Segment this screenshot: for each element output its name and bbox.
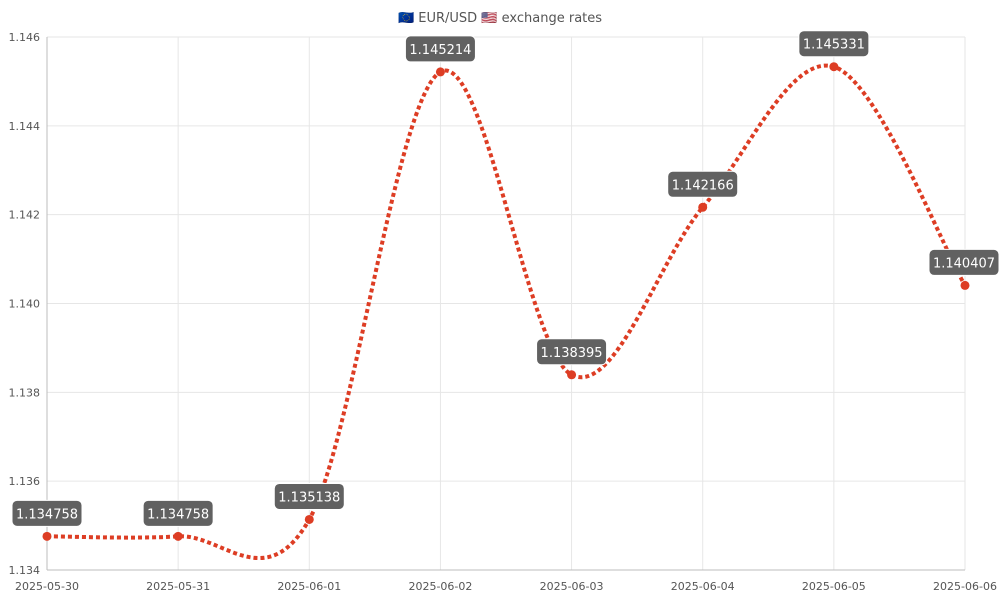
y-tick-label: 1.140	[9, 298, 41, 311]
data-point[interactable]	[42, 531, 52, 541]
data-point[interactable]	[173, 531, 183, 541]
data-label: 1.138395	[536, 338, 608, 366]
y-tick-label: 1.142	[9, 209, 41, 222]
data-label-box	[142, 499, 214, 527]
data-label: 1.134758	[142, 499, 214, 527]
data-label-box	[11, 499, 83, 527]
series-line	[46, 63, 967, 561]
data-labels-layer: 1.134758 1.134758 1.135138 1.145214 1.138395…	[11, 30, 1000, 527]
data-label: 1.142166	[667, 170, 739, 198]
y-tick-label: 1.144	[9, 120, 41, 133]
y-tick-label: 1.134	[9, 564, 41, 577]
data-label-box	[798, 30, 870, 58]
data-label-box	[928, 248, 1000, 276]
y-tick-label: 1.136	[9, 475, 41, 488]
data-label: 1.140407	[928, 248, 1000, 276]
data-label-text: 1.145214	[409, 43, 471, 58]
x-tick-label: 2025-06-01	[277, 580, 341, 593]
data-label-text: 1.140407	[933, 256, 995, 271]
data-point[interactable]	[567, 370, 577, 380]
data-label-text: 1.138395	[541, 346, 603, 361]
data-label: 1.134758	[11, 499, 83, 527]
x-tick-label: 2025-05-30	[15, 580, 79, 593]
data-point[interactable]	[304, 514, 314, 524]
points-layer	[42, 62, 970, 541]
data-point[interactable]	[829, 62, 839, 72]
data-label: 1.135138	[273, 482, 345, 510]
x-tick-label: 2025-06-02	[408, 580, 472, 593]
data-label: 1.145214	[404, 35, 476, 63]
x-tick-label: 2025-05-31	[146, 580, 210, 593]
x-tick-label: 2025-06-04	[671, 580, 735, 593]
data-point[interactable]	[698, 202, 708, 212]
data-label-box	[667, 170, 739, 198]
data-point[interactable]	[435, 67, 445, 77]
x-tick-label: 2025-06-05	[802, 580, 866, 593]
data-label-box	[536, 338, 608, 366]
x-tick-label: 2025-06-03	[540, 580, 604, 593]
data-label-text: 1.135138	[278, 490, 340, 505]
data-label-text: 1.134758	[147, 507, 209, 522]
y-tick-label: 1.146	[9, 31, 41, 44]
data-point[interactable]	[960, 280, 970, 290]
data-label-box	[273, 482, 345, 510]
data-label-text: 1.145331	[803, 38, 865, 53]
data-label-box	[404, 35, 476, 63]
x-tick-label: 2025-06-06	[933, 580, 997, 593]
y-tick-label: 1.138	[9, 386, 41, 399]
axis-layer: 1.134 1.136 1.138 1.140 1.142 1.144 1.146 2025-…	[9, 31, 997, 593]
data-label: 1.145331	[798, 30, 870, 58]
data-label-text: 1.134758	[16, 507, 78, 522]
data-label-text: 1.142166	[672, 178, 734, 193]
chart-title: 🇪🇺 EUR/USD 🇺🇸 exchange rates	[398, 11, 602, 26]
series-layer	[46, 63, 967, 561]
grid-layer	[46, 36, 966, 571]
